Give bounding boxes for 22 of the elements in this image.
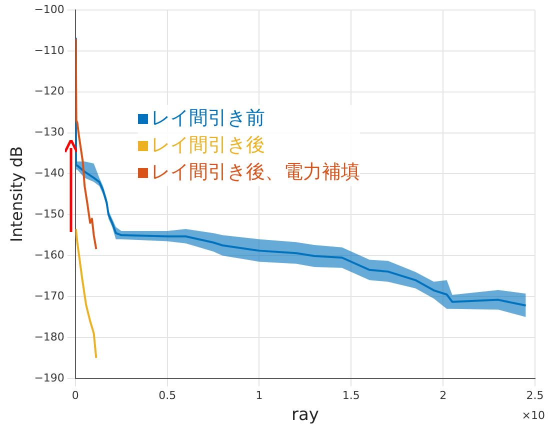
x-tick-label: 2.5 xyxy=(526,388,544,402)
y-tick-label: −100 xyxy=(34,2,64,16)
y-tick-label: −110 xyxy=(34,44,64,57)
x-tick-label: 0 xyxy=(72,388,79,402)
x-tick-label: 2 xyxy=(440,388,447,402)
y-tick-label: −120 xyxy=(34,84,64,98)
y-tick-label: −130 xyxy=(34,126,64,139)
text: ×10 xyxy=(522,409,545,422)
legend-label: レイ間引き後、電力補填 xyxy=(151,160,360,185)
x-axis-title: ray xyxy=(291,405,319,426)
x-tick-label: 0.5 xyxy=(158,388,176,402)
y-tick-label: −150 xyxy=(34,208,64,221)
x-tick-label: 1 xyxy=(256,388,263,402)
y-tick-label: −170 xyxy=(34,289,64,302)
x-tick-label: 1.5 xyxy=(342,388,360,402)
y-tick-label: −160 xyxy=(34,248,64,262)
legend-label: レイ間引き前 xyxy=(151,106,265,131)
y-axis-title: Intensity dB xyxy=(6,146,26,242)
y-tick-label: −140 xyxy=(34,166,64,180)
y-tick-label: −190 xyxy=(34,371,64,384)
y-tick-label: −180 xyxy=(34,330,64,344)
legend-label: レイ間引き後 xyxy=(151,133,265,158)
